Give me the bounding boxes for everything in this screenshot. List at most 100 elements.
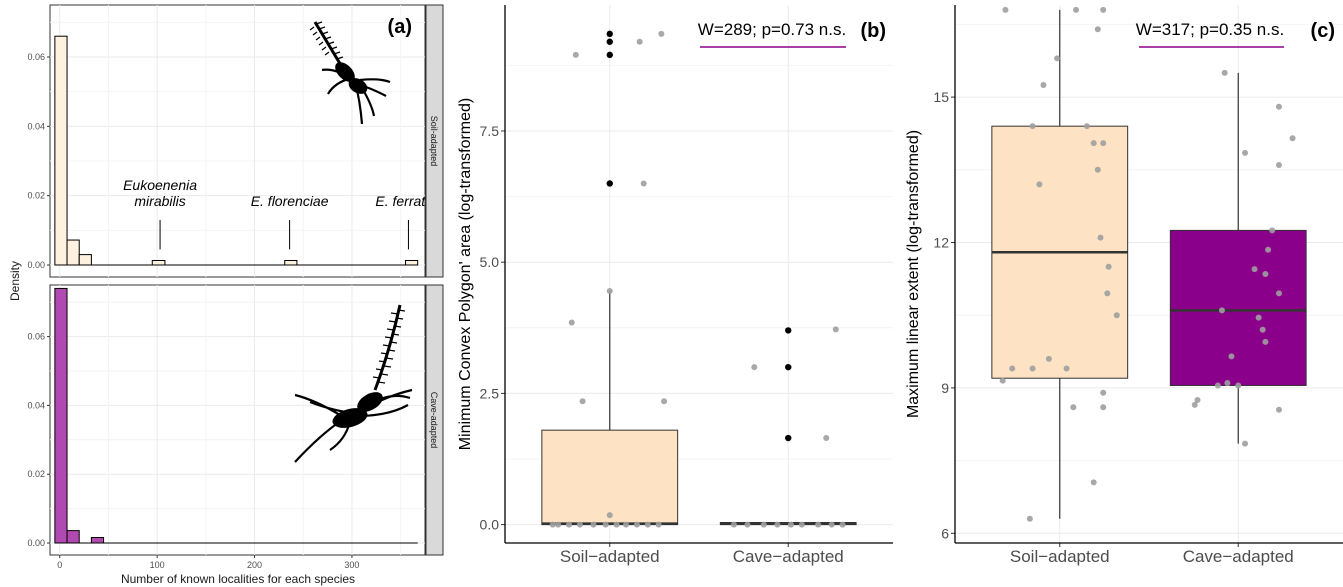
- panel-b-annotation: W=289; p=0.73 n.s.: [698, 20, 846, 39]
- jitter-point: [1100, 404, 1107, 411]
- facet-strip-soil: [425, 4, 444, 278]
- jitter-point: [798, 521, 805, 528]
- jitter-point: [636, 38, 643, 45]
- outlier-point: [606, 51, 613, 59]
- jitter-point: [633, 521, 640, 528]
- jitter-point: [1269, 227, 1276, 234]
- panel-c-label: (c): [1311, 20, 1335, 42]
- y-tick-label: 0.00: [27, 260, 45, 270]
- jitter-point: [566, 521, 573, 528]
- jitter-point: [774, 521, 781, 528]
- jitter-point: [1100, 140, 1107, 147]
- y-tick-label: 0.06: [27, 52, 45, 62]
- y-tick-label: 0.02: [27, 469, 45, 479]
- jitter-point: [602, 521, 609, 528]
- jitter-point: [1242, 149, 1249, 156]
- panel-b-label: (b): [860, 20, 886, 42]
- jitter-point: [1002, 6, 1009, 13]
- jitter-point: [1036, 181, 1043, 188]
- y-tick-label: 6: [941, 525, 949, 541]
- x-tick-label: Cave−adapted: [733, 547, 844, 566]
- y-tick-label: 0.06: [27, 332, 45, 342]
- outlier-point: [606, 180, 613, 187]
- facet-strip-cave: [425, 284, 444, 556]
- panel-b: 0.0 2.5 5.0 7.5 Soil−adapted Cave−adapted (b)…: [457, 5, 893, 566]
- jitter-point: [623, 521, 630, 528]
- jitter-point: [1029, 123, 1036, 130]
- box-iqr: [1169, 229, 1307, 386]
- jitter-point: [590, 521, 597, 528]
- jitter-point: [640, 180, 647, 187]
- histogram-bar: [90, 536, 105, 544]
- jitter-point: [579, 398, 586, 405]
- jitter-point: [555, 521, 562, 528]
- x-tick-label: Soil−adapted: [560, 547, 660, 566]
- y-tick-label: 0.04: [27, 121, 45, 131]
- panel-b-ylabel: Minimum Convex Polygon' area (log-transf…: [457, 98, 474, 451]
- jitter-point: [1275, 290, 1282, 297]
- outlier-point: [606, 30, 613, 38]
- y-tick-label: 5.0: [480, 254, 500, 270]
- jitter-point: [744, 521, 751, 528]
- panel-c-annotation: W=317; p=0.35 n.s.: [1136, 20, 1284, 39]
- facet-cave-plot-area: [49, 284, 426, 556]
- jitter-point: [1090, 140, 1097, 147]
- jitter-point: [606, 512, 613, 519]
- jitter-point: [1275, 161, 1282, 168]
- jitter-point: [1070, 404, 1077, 411]
- jitter-point: [1228, 353, 1235, 360]
- panel-a-xlabel: Number of known localities for each spec…: [121, 572, 355, 586]
- x-tick-label: Cave−adapted: [1183, 547, 1294, 566]
- jitter-point: [815, 521, 822, 528]
- x-tick-label: 300: [344, 560, 359, 570]
- jitter-point: [1094, 166, 1101, 173]
- jitter-point: [1073, 6, 1080, 13]
- x-tick-label: 100: [150, 560, 165, 570]
- jitter-point: [1009, 365, 1016, 372]
- jitter-point: [1262, 338, 1269, 345]
- jitter-point: [1221, 69, 1228, 76]
- y-tick-label: 0.0: [480, 517, 500, 533]
- y-tick-label: 0.04: [27, 400, 45, 410]
- jitter-point: [730, 521, 737, 528]
- histogram-bar: [66, 530, 80, 544]
- jitter-point: [1255, 314, 1262, 321]
- jitter-point: [1026, 515, 1033, 522]
- facet-strip-cave-label: Cave-adapted: [429, 392, 439, 449]
- histogram-bar: [284, 259, 298, 266]
- y-tick-label: 0.02: [27, 191, 45, 201]
- jitter-point: [751, 364, 758, 371]
- jitter-point: [1105, 263, 1112, 270]
- box-iqr: [541, 429, 679, 526]
- jitter-point: [1097, 234, 1104, 241]
- jitter-point: [1063, 365, 1070, 372]
- jitter-point: [1100, 6, 1107, 13]
- jitter-point: [606, 288, 613, 295]
- panel-a-label: (a): [388, 16, 412, 38]
- jitter-point: [1262, 271, 1269, 277]
- outlier-point: [785, 327, 792, 334]
- histogram-bar: [78, 254, 92, 266]
- jitter-point: [661, 398, 668, 405]
- jitter-point: [1289, 135, 1296, 142]
- jitter-point: [658, 30, 665, 37]
- jitter-point: [787, 521, 794, 528]
- jitter-point: [1054, 55, 1061, 62]
- species-annotation: Eukoenenia: [123, 177, 197, 193]
- jitter-point: [655, 521, 662, 528]
- panel-a: 0.00 0.02 0.04 0.06 0.00 0.02 0.04 0.06 0 100 200 3…: [8, 4, 444, 586]
- jitter-point: [1029, 365, 1036, 372]
- x-tick-label: 200: [247, 560, 262, 570]
- facet-soil-plot-area: [49, 4, 426, 278]
- histogram-bar: [54, 35, 68, 266]
- jitter-point: [1113, 312, 1120, 319]
- jitter-point: [1045, 355, 1052, 362]
- species-annotation: E. ferratilis: [375, 193, 441, 209]
- jitter-point: [1224, 380, 1231, 387]
- jitter-point: [1083, 123, 1090, 130]
- jitter-point: [572, 51, 579, 58]
- y-tick-label: 15: [933, 89, 949, 105]
- species-annotation: E. florenciae: [251, 193, 329, 209]
- outlier-point: [785, 434, 792, 442]
- jitter-point: [832, 326, 839, 333]
